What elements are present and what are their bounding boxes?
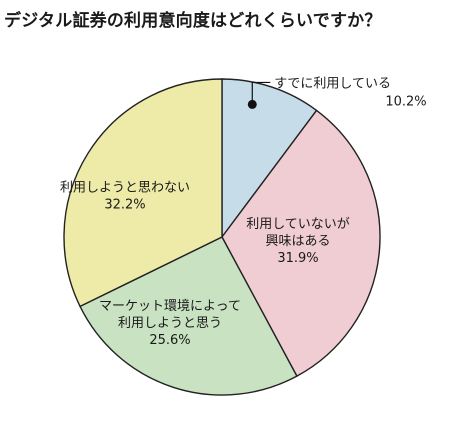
pie-slice-4 [63,78,223,308]
slice-value-3: 25.6% [149,333,190,348]
chart-title: デジタル証券の利用意向度はどれくらいですか？ [4,11,382,31]
leader-line [251,81,271,105]
slice-label-3-line-1: マーケット環境によって [99,299,241,314]
slice-label-3-line-2: 利用しようと思う [118,316,222,331]
pie-slice-1 [221,78,318,240]
slice-label-4-line-1: 利用しようと思わない [60,181,190,196]
slice-value-4: 32.2% [104,198,145,213]
pie-slice-3 [79,236,298,396]
slice-label-2-line-2: 興味はある [265,234,330,249]
slice-value-1: 10.2% [385,94,426,109]
slice-value-2: 31.9% [277,251,318,266]
slice-label-1: すでに利用している [274,76,391,91]
slice-label-2-line-1: 利用していないが [246,217,350,232]
